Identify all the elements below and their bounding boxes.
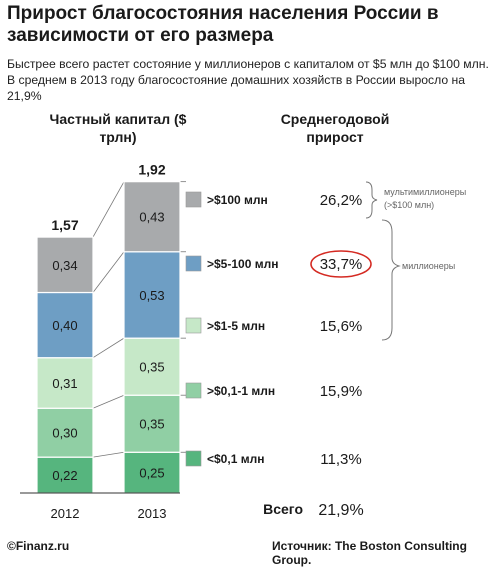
legend-swatch-4 — [185, 191, 202, 208]
value-label-2013-2: 0,35 — [139, 360, 164, 375]
value-label-2012-2: 0,31 — [52, 376, 77, 391]
bar-2013-2 — [123, 337, 181, 396]
footer-copyright: ©Finanz.ru — [7, 539, 70, 553]
multimillionaires-bracket — [365, 181, 378, 219]
millionaires-label: миллионеры — [402, 261, 455, 271]
legend-label-2: >$1-5 млн — [207, 319, 265, 333]
category-label-2012: 2012 — [51, 506, 80, 521]
connector-lines — [92, 181, 186, 458]
total-value-2012: 1,57 — [51, 217, 78, 233]
legend-swatch-1 — [185, 382, 202, 399]
value-label-2013-3: 0,53 — [139, 288, 164, 303]
footer-source: Источник: The Boston Consulting Group. — [272, 539, 467, 567]
category-label-2013: 2013 — [138, 506, 167, 521]
legend-label-4: >$100 млн — [207, 193, 268, 207]
value-label-2013-1: 0,35 — [139, 417, 164, 432]
chart-subtitle: Быстрее всего растет состояние у миллион… — [7, 57, 489, 103]
bar-2013-3 — [123, 251, 181, 339]
growth-header: Среднегодовой прирост — [280, 111, 390, 145]
connector-4 — [92, 181, 125, 238]
connector-0 — [92, 451, 125, 458]
legend-label-1: >$0,1-1 млн — [207, 384, 275, 398]
multimillionaires-label: мультимиллионеры — [384, 187, 466, 197]
bar-2012-2 — [36, 357, 94, 409]
total-label: Всего — [263, 501, 303, 517]
value-label-2012-1: 0,30 — [52, 426, 77, 441]
legend-swatch-0 — [185, 450, 202, 467]
connector-2 — [92, 337, 125, 359]
bar-2012-1 — [36, 407, 94, 458]
chart-title: Прирост благосостояния населения России … — [7, 3, 439, 46]
bar-2013-4 — [123, 181, 181, 253]
bar-2012-4 — [36, 236, 94, 294]
legend-label-0: <$0,1 млн — [207, 452, 264, 466]
growth-value-3: 33,7% — [320, 256, 363, 273]
legend-group: <$0,1 млн 11,3% >$0,1-1 млн 15,9% >$1-5 млн 1… — [185, 191, 363, 468]
legend-label-3: >$5-100 млн — [207, 257, 278, 271]
connector-3 — [92, 251, 125, 293]
total-value-2013: 1,92 — [138, 162, 165, 178]
growth-value-4: 26,2% — [320, 192, 363, 209]
value-label-2012-4: 0,34 — [52, 258, 77, 273]
growth-value-0: 11,3% — [320, 451, 361, 468]
bars-group — [36, 181, 181, 494]
value-label-2012-3: 0,40 — [52, 318, 77, 333]
capital-header: Частный капитал ($ трлн) — [49, 111, 187, 145]
growth-value-1: 15,9% — [320, 383, 363, 400]
legend-swatch-2 — [185, 317, 202, 334]
value-label-2013-4: 0,43 — [139, 210, 164, 225]
multimillionaires-sublabel: (>$100 млн) — [384, 200, 434, 210]
bar-2013-1 — [123, 394, 181, 453]
value-label-2013-0: 0,25 — [139, 466, 164, 481]
growth-value-2: 15,6% — [320, 318, 363, 335]
value-labels-group: 0,22 0,30 0,31 0,40 0,34 1,57 2012 0,25 0,35 0,35… — [51, 162, 167, 521]
highlight-circle — [310, 250, 372, 278]
total-growth: 21,9% — [318, 502, 363, 519]
bar-2012-3 — [36, 291, 94, 359]
connector-1 — [92, 394, 125, 409]
legend-swatch-3 — [185, 255, 202, 272]
value-label-2012-0: 0,22 — [52, 468, 77, 483]
millionaires-bracket — [381, 219, 401, 341]
